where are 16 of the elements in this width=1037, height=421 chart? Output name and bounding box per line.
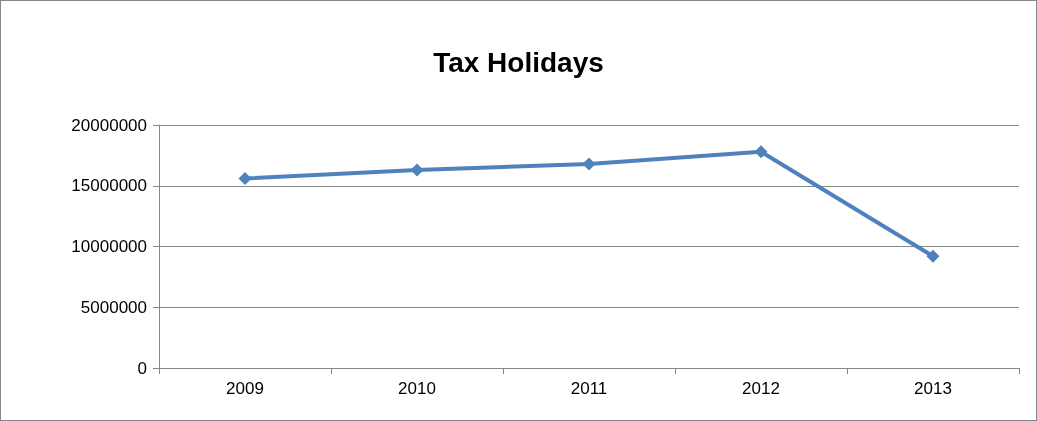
y-tick-label: 5000000 <box>80 297 147 317</box>
x-tick-label: 2010 <box>398 379 436 398</box>
x-tick-label: 2011 <box>570 379 608 398</box>
y-tick-label: 20000000 <box>71 115 147 135</box>
point <box>410 163 424 177</box>
x-tick-label: 2012 <box>742 379 780 398</box>
y-tick-label: 0 <box>137 358 147 378</box>
point <box>926 249 940 263</box>
x-tick-label: 2009 <box>226 379 264 398</box>
y-tick-label: 15000000 <box>71 176 147 196</box>
chart-title: Tax Holidays <box>433 46 604 78</box>
y-tick-label: 10000000 <box>71 237 147 256</box>
point <box>582 157 596 171</box>
point <box>238 171 252 185</box>
x-tick-label: 2013 <box>914 379 952 398</box>
point <box>754 145 768 159</box>
